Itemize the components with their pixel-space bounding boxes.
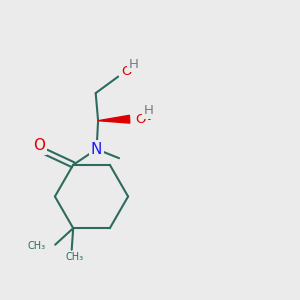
Text: H: H [144, 104, 154, 117]
Text: H: H [128, 58, 138, 70]
Polygon shape [98, 115, 130, 123]
Text: O•: O• [135, 113, 153, 126]
Text: O: O [121, 65, 132, 78]
Text: O: O [34, 138, 46, 153]
Text: CH₃: CH₃ [65, 252, 83, 262]
Text: N: N [91, 142, 102, 157]
Text: CH₃: CH₃ [28, 241, 46, 250]
